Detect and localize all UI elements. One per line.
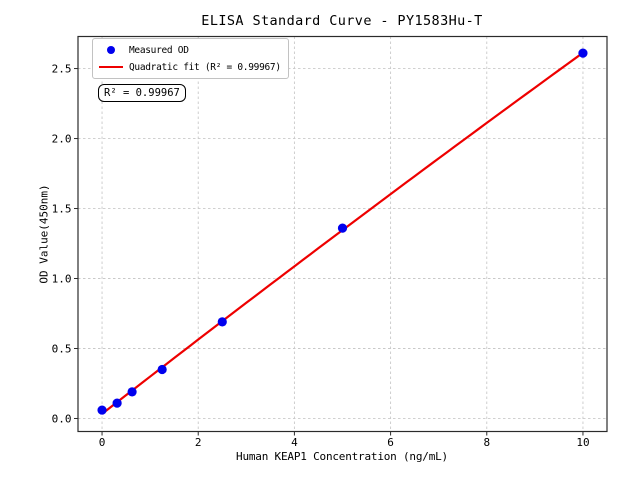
y-tick-label-0.5: 0.5 [52,342,72,355]
y-tick-label-0.0: 0.0 [52,412,72,425]
y-tick-label-2.5: 2.5 [52,62,72,75]
x-tick-label-4: 4 [291,436,298,449]
quadratic-fit-line [101,51,584,415]
y-tick-label-1.0: 1.0 [52,272,72,285]
y-tick-label-1.5: 1.5 [52,202,72,215]
x-tick-label-0: 0 [99,436,106,449]
legend-label-measured-od: Measured OD [129,44,189,56]
data-point-6 [578,48,588,58]
y-axis-label: OD Value(450nm) [37,184,51,284]
data-point-0 [97,405,107,415]
plot-border [77,35,608,433]
chart-title: ELISA Standard Curve - PY1583Hu-T [201,13,483,29]
data-point-2 [127,387,137,397]
y-tick-label-2.0: 2.0 [52,132,72,145]
data-point-1 [112,398,122,408]
data-point-4 [217,317,227,327]
legend-label-quadratic-fit: Quadratic fit (R² = 0.99967) [129,61,281,73]
legend-item-measured-od: Measured OD [98,43,281,57]
x-tick-label-6: 6 [387,436,394,449]
data-point-5 [337,223,348,233]
data-point-3 [157,364,167,375]
x-tick-label-8: 8 [483,436,490,449]
r-squared-annotation: R² = 0.99967 [98,84,186,102]
x-axis-label: Human KEAP1 Concentration (ng/mL) [236,450,448,463]
x-tick-label-10: 10 [576,436,589,449]
legend-item-quadratic-fit: Quadratic fit (R² = 0.99967) [98,60,281,74]
legend: Measured OD Quadratic fit (R² = 0.99967) [92,38,289,79]
x-tick-label-2: 2 [195,436,202,449]
legend-dot-icon [98,46,124,54]
legend-line-icon [98,65,124,69]
